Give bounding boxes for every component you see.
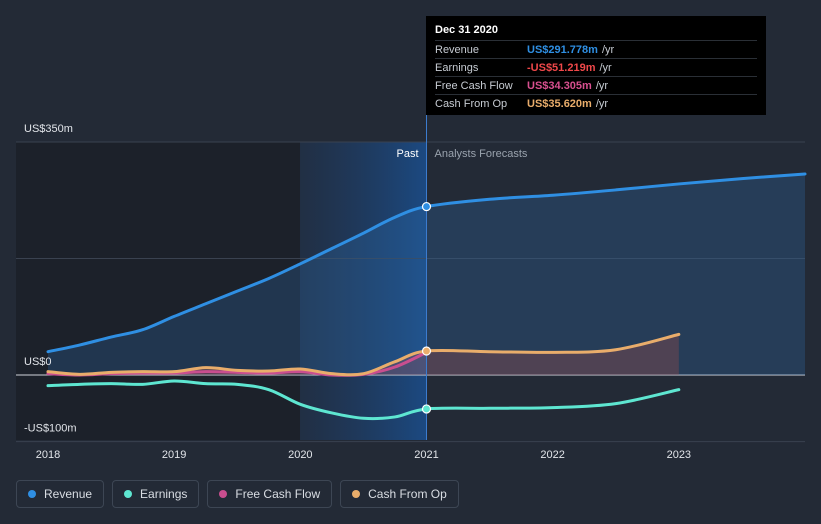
dark-past-band — [16, 142, 300, 440]
tooltip-row: Earnings -US$51.219m/yr — [435, 58, 757, 76]
tooltip-row-value: US$34.305m — [527, 79, 592, 92]
legend-label: Revenue — [44, 487, 93, 501]
legend-revenue[interactable]: Revenue — [16, 480, 105, 508]
x-tick-label: 2020 — [288, 449, 312, 461]
tooltip-row-unit: /yr — [599, 61, 612, 74]
y-tick-label: US$0 — [24, 356, 52, 368]
tooltip-row-value: US$291.778m — [527, 43, 598, 56]
revenue-point — [421, 201, 432, 212]
x-axis-labels: 2018 2019 2020 2021 2022 2023 — [36, 449, 691, 461]
x-tick-label: 2021 — [414, 449, 438, 461]
legend-dot-icon — [219, 490, 228, 498]
tooltip-row-unit: /yr — [601, 43, 615, 56]
legend-free-cash-flow[interactable]: Free Cash Flow — [207, 480, 333, 508]
legend-dot-icon — [28, 490, 36, 498]
earnings-line — [46, 379, 681, 421]
analysts-forecasts-label: Analysts Forecasts — [435, 148, 528, 160]
tooltip-row: Revenue US$291.778m/yr — [435, 40, 757, 58]
revenue-line — [46, 172, 807, 354]
tooltip-row: Free Cash Flow US$34.305m/yr — [435, 76, 757, 94]
cash-from-op-line — [46, 332, 681, 377]
legend-earnings[interactable]: Earnings — [112, 480, 200, 508]
x-tick-label: 2022 — [540, 449, 564, 461]
legend: Revenue Earnings Free Cash Flow Cash From O… — [16, 480, 459, 508]
tooltip: Dec 31 2020 Revenue US$291.778m/yr Earning… — [426, 16, 766, 115]
legend-label: Cash From Op — [368, 487, 447, 501]
highlight-points — [421, 201, 432, 414]
y-axis-labels: US$350m US$0 -US$100m — [24, 123, 77, 435]
series-lines — [46, 172, 807, 421]
earnings-point — [421, 404, 432, 414]
legend-label: Free Cash Flow — [235, 487, 321, 501]
cash-from-op-point — [421, 346, 432, 356]
tooltip-date: Dec 31 2020 — [435, 24, 498, 36]
x-tick-label: 2018 — [36, 449, 60, 461]
legend-label: Earnings — [140, 487, 188, 501]
tooltip-row-value: US$35.620m — [527, 97, 592, 110]
gridlines — [16, 141, 805, 443]
tooltip-row-label: Cash From Op — [435, 97, 508, 110]
x-tick-label: 2023 — [667, 449, 691, 461]
x-tick-label: 2019 — [162, 449, 186, 461]
tooltip-row-unit: /yr — [595, 97, 609, 110]
cash-from-op-area — [48, 334, 679, 375]
y-tick-label: -US$100m — [24, 423, 77, 435]
past-label: Past — [396, 148, 418, 160]
legend-dot-icon — [352, 490, 361, 498]
tooltip-row: Cash From Op US$35.620m/yr — [435, 94, 757, 112]
past-highlight-band — [300, 142, 427, 440]
tooltip-row-label: Revenue — [435, 43, 480, 56]
tooltip-row-unit: /yr — [595, 79, 609, 92]
tooltip-row-label: Earnings — [435, 61, 479, 74]
tooltip-row-value: -US$51.219m — [527, 61, 596, 74]
legend-cash-from-op[interactable]: Cash From Op — [340, 480, 459, 508]
legend-dot-icon — [124, 490, 133, 498]
tooltip-row-label: Free Cash Flow — [435, 79, 513, 92]
y-tick-label: US$350m — [24, 123, 73, 135]
